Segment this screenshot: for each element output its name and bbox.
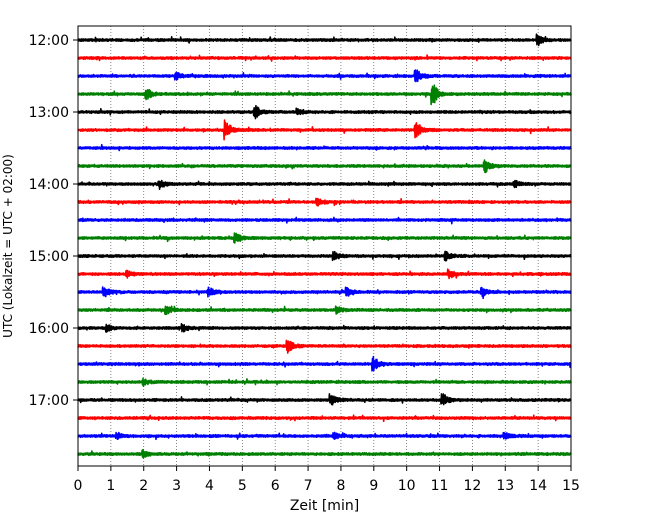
x-tick-label: 4 [205,478,214,494]
trace-line [77,197,572,207]
trace-line [77,104,572,120]
y-axis-label: UTC (Lokalzeit = UTC + 02:00) [1,154,15,338]
x-tick-label: 7 [304,478,313,494]
x-tick-label: 2 [139,478,148,494]
y-tick-label: 16:00 [29,321,69,337]
x-tick-label: 5 [238,478,247,494]
trace-line [77,84,572,106]
trace-line [77,355,572,372]
x-axis-ticks: 0 1 2 3 4 5 6 7 8 9 10 11 12 13 14 15 [74,466,580,494]
trace-line [77,431,572,441]
x-tick-label: 0 [74,478,83,494]
trace-line [77,377,572,387]
trace-line [77,322,572,333]
grid-lines [110,26,539,466]
y-tick-label: 13:00 [29,105,69,121]
x-tick-label: 6 [271,478,280,494]
trace-line [77,216,572,225]
trace-line [77,159,572,174]
x-tick-label: 10 [398,478,416,494]
y-tick-label: 17:00 [29,393,69,409]
trace-line [77,33,572,47]
y-axis-ticks: 12:00 13:00 14:00 15:00 16:00 17:00 [29,33,78,409]
trace-line [77,69,572,83]
x-tick-label: 12 [463,478,481,494]
trace-line [77,179,572,191]
trace-line [77,54,572,62]
trace-line [77,143,572,152]
x-tick-label: 14 [529,478,547,494]
x-tick-label: 11 [431,478,449,494]
trace-line [77,414,572,423]
trace-line [77,250,572,262]
y-tick-label: 12:00 [29,33,69,49]
x-tick-label: 15 [562,478,580,494]
plot-frame [77,25,572,467]
trace-line [77,286,572,300]
y-tick-label: 14:00 [29,177,69,193]
x-tick-label: 13 [496,478,514,494]
trace-line [77,268,572,280]
x-tick-label: 3 [172,478,181,494]
trace-line [77,339,572,354]
trace-line [77,305,572,316]
trace-line [77,448,572,459]
x-axis-label: Zeit [min] [290,498,359,514]
trace-line [77,232,572,244]
x-tick-label: 9 [369,478,378,494]
trace-line [77,393,572,406]
trace-line [77,119,572,141]
x-tick-label: 1 [106,478,115,494]
x-tick-label: 8 [336,478,345,494]
y-tick-label: 15:00 [29,249,69,265]
seismogram-traces [77,33,572,459]
